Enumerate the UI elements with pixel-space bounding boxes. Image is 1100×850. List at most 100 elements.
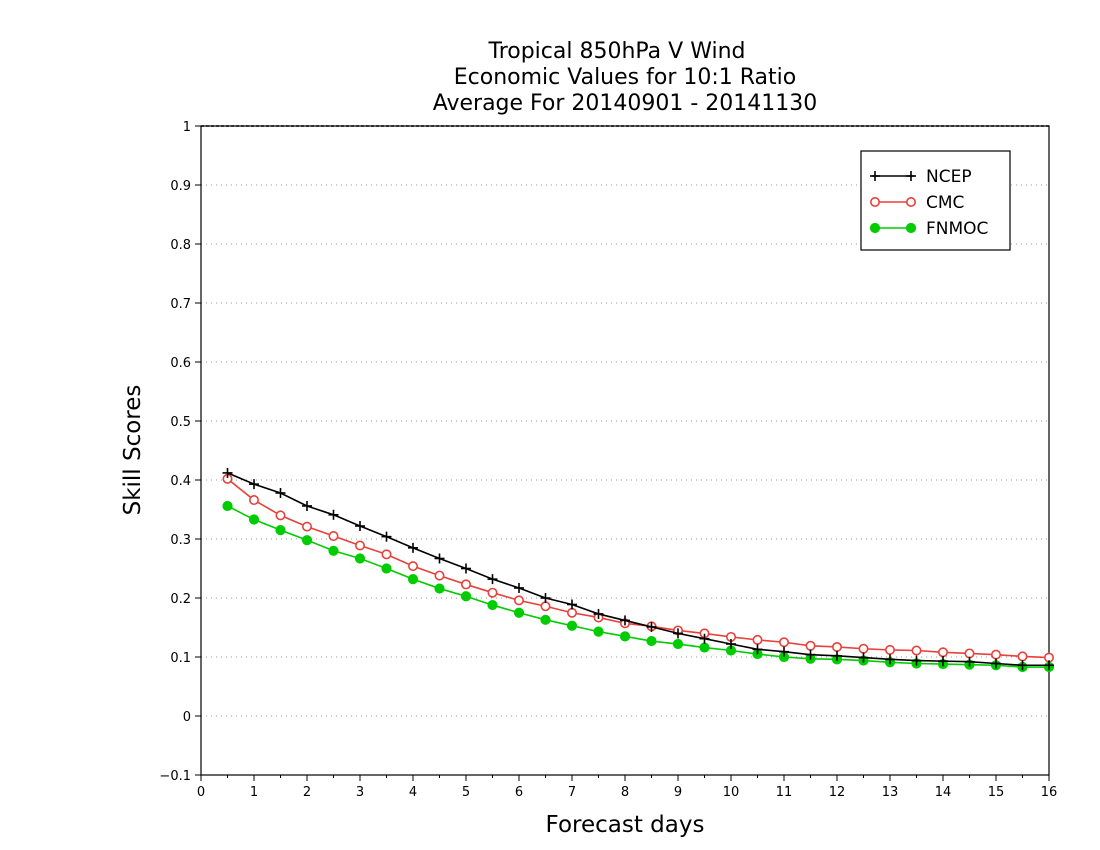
- data-point-ncep: [1017, 660, 1028, 671]
- series-line-ncep: [227, 472, 1049, 667]
- x-tick-label: 12: [829, 785, 846, 800]
- data-point-cmc: [249, 495, 260, 506]
- y-tick-label: 0.1: [170, 651, 191, 666]
- data-point-ncep: [964, 656, 975, 667]
- y-tick-label: 0.3: [170, 533, 191, 548]
- x-tick-label: 7: [568, 785, 576, 800]
- data-point-fnmoc: [513, 607, 525, 618]
- series-cmc: [222, 473, 1055, 663]
- legend-box: [860, 150, 1011, 251]
- data-point-cmc: [1017, 651, 1028, 662]
- data-point-ncep: [381, 531, 392, 542]
- data-point-fnmoc: [434, 583, 445, 594]
- legend-label: NCEP: [926, 167, 972, 187]
- series-line-fnmoc: [227, 505, 1049, 668]
- series-line-cmc: [226, 478, 1050, 659]
- chart-title-line-1: Tropical 850hPa V Wind: [487, 39, 745, 64]
- data-point-fnmoc: [540, 614, 551, 625]
- x-tick-label: 9: [674, 785, 682, 800]
- x-tick-label: 4: [409, 785, 417, 800]
- data-point-ncep: [275, 487, 286, 498]
- data-point-ncep: [752, 644, 763, 655]
- data-point-ncep: [514, 582, 524, 593]
- data-point-ncep: [328, 509, 339, 520]
- legend-marker: [869, 222, 881, 234]
- legend: NCEP CMC FNMOC: [860, 150, 1011, 251]
- y-tick-label: 0.9: [170, 179, 191, 194]
- data-point-cmc: [858, 643, 869, 654]
- data-point-ncep: [302, 500, 312, 511]
- data-point-cmc: [381, 549, 392, 560]
- data-point-cmc: [884, 644, 895, 655]
- x-tick-label: 6: [515, 785, 523, 800]
- data-point-ncep: [620, 615, 630, 626]
- data-point-cmc: [275, 510, 286, 521]
- y-tick-label: 0.8: [170, 238, 191, 253]
- data-point-ncep: [858, 652, 869, 663]
- x-tick-label: 10: [723, 785, 740, 800]
- data-point-ncep: [646, 621, 657, 632]
- legend-marker: [869, 197, 880, 208]
- data-point-cmc: [354, 540, 365, 551]
- data-point-cmc: [513, 595, 524, 606]
- data-point-cmc: [434, 570, 445, 581]
- x-tick-label: 0: [197, 785, 205, 800]
- x-tick-label: 13: [882, 785, 899, 800]
- data-point-ncep: [355, 521, 365, 532]
- series-ncep: [222, 467, 1054, 671]
- data-point-cmc: [328, 531, 339, 542]
- x-tick-label: 14: [935, 785, 952, 800]
- x-axis-label: Forecast days: [546, 812, 705, 838]
- legend-marker: [905, 197, 916, 208]
- x-tick-label: 5: [462, 785, 470, 800]
- legend-entry-cmc: CMC: [869, 193, 964, 213]
- y-tick-label: 0.4: [170, 474, 191, 489]
- x-tick-label: 15: [988, 785, 1005, 800]
- y-tick-label: 0.5: [170, 415, 191, 430]
- data-point-cmc: [778, 637, 789, 648]
- y-tick-label: 1: [183, 120, 191, 135]
- data-point-cmc: [301, 521, 312, 532]
- data-point-fnmoc: [354, 553, 366, 564]
- data-point-cmc: [487, 587, 498, 598]
- data-point-ncep: [832, 650, 842, 661]
- y-tick-label: −0.1: [159, 769, 191, 784]
- data-point-fnmoc: [248, 514, 260, 525]
- data-point-fnmoc: [275, 525, 286, 536]
- y-tick-label: 0.7: [170, 297, 191, 312]
- legend-label: CMC: [926, 193, 964, 213]
- data-point-ncep: [938, 656, 948, 667]
- data-point-ncep: [461, 563, 471, 574]
- y-axis-label: Skill Scores: [120, 385, 146, 516]
- legend-marker: [906, 171, 916, 181]
- data-point-ncep: [673, 628, 683, 639]
- chart-title-line-2: Economic Values for 10:1 Ratio: [454, 65, 796, 90]
- data-point-cmc: [460, 579, 471, 590]
- legend-entry-fnmoc: FNMOC: [869, 219, 988, 239]
- data-point-fnmoc: [566, 620, 578, 631]
- data-point-ncep: [699, 633, 710, 644]
- data-point-ncep: [911, 655, 922, 666]
- data-point-fnmoc: [381, 563, 392, 574]
- data-point-fnmoc: [460, 591, 472, 602]
- data-point-cmc: [407, 561, 418, 572]
- data-point-ncep: [805, 649, 816, 660]
- x-tick-label: 3: [356, 785, 364, 800]
- y-tick-label: 0.2: [170, 592, 191, 607]
- x-tick-label: 8: [621, 785, 629, 800]
- data-point-ncep: [434, 553, 445, 564]
- y-tick-label: 0: [183, 710, 191, 725]
- data-point-fnmoc: [699, 642, 710, 653]
- x-tick-label: 2: [303, 785, 311, 800]
- data-point-ncep: [885, 654, 895, 665]
- data-point-fnmoc: [646, 635, 657, 647]
- data-point-fnmoc: [672, 638, 684, 650]
- data-point-ncep: [249, 479, 259, 490]
- data-point-fnmoc: [222, 500, 233, 512]
- data-point-cmc: [937, 647, 948, 658]
- data-point-cmc: [911, 645, 922, 656]
- x-tick-label: 1: [250, 785, 258, 800]
- data-point-ncep: [222, 467, 233, 478]
- chart-title-line-3: Average For 20140901 - 20141130: [433, 91, 818, 116]
